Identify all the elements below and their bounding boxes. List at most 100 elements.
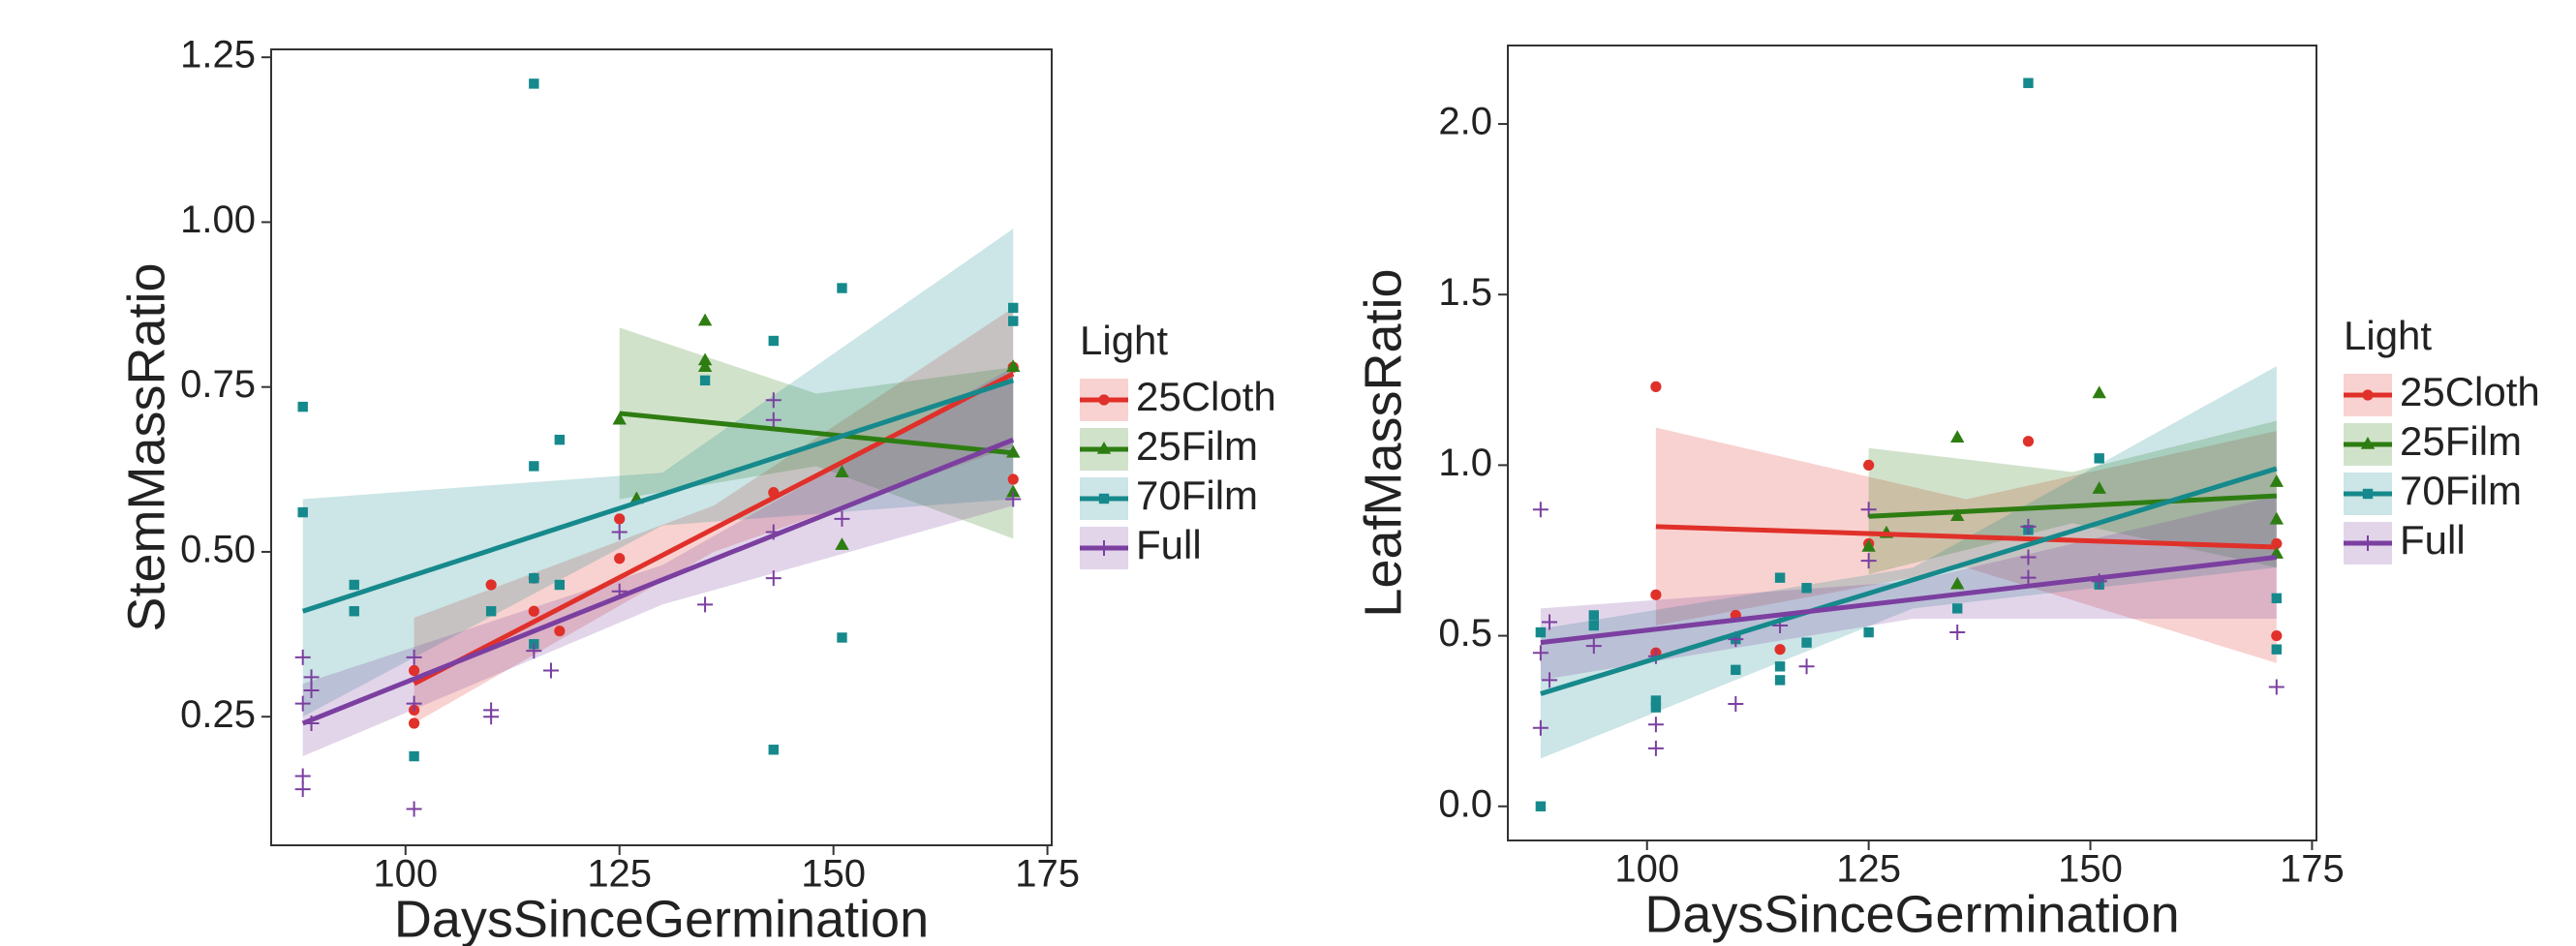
point [2271,593,2282,604]
point [1861,538,1876,552]
point [554,626,566,637]
point [697,313,713,326]
y-tick-label: 1.0 [1438,442,1492,484]
point [1774,644,1786,656]
point [406,649,422,665]
legend-marker [2360,535,2376,551]
plot-area [294,78,1022,817]
point [1731,664,1741,676]
fit-line [301,437,1015,726]
legend-label: Full [2400,517,2466,563]
point [1650,702,1662,713]
panel: 0.0 0.5 1.0 1.5 2.0 100 125 150 175 DaysSinceGerm… [1354,45,2540,943]
confidence-band [302,229,1014,717]
legend-marker [2362,389,2374,401]
point [697,596,714,613]
point [2022,436,2035,447]
point [303,669,320,686]
point [294,781,311,798]
point [294,768,311,784]
point [1535,626,1547,638]
point [1949,430,1965,443]
x-tick-label: 150 [801,853,866,896]
point [1951,603,1963,614]
point [1860,553,1877,569]
point [408,664,420,677]
point [1801,637,1812,648]
point [554,434,566,445]
point [529,572,539,584]
x-tick-label: 100 [373,853,438,896]
point [1801,583,1812,594]
fit-line [413,371,1015,687]
point [529,461,539,472]
point [1774,675,1786,686]
legend-marker [1096,540,1112,556]
point [1774,661,1786,672]
point [1532,719,1549,736]
legend-title: Light [2344,313,2432,358]
point [1647,717,1664,733]
point [2020,518,2037,534]
point [2268,679,2285,695]
point [834,510,850,527]
legend-label: Full [1136,522,1202,567]
point [1005,491,1022,507]
point [699,375,711,386]
point [1008,302,1019,314]
fit-line [1868,493,2277,519]
point [485,579,497,591]
point [1647,740,1664,756]
fit-line [619,411,1014,456]
point [2094,453,2104,464]
point [1798,658,1815,675]
point [2271,629,2283,642]
point [697,352,713,366]
point [614,513,626,525]
point [294,695,311,712]
point [612,412,627,425]
legend-label: 70Film [2400,468,2522,513]
y-axis-title: StemMassRatio [117,262,175,631]
x-tick-label: 175 [2280,848,2345,891]
fit-line [1540,555,2278,646]
y-tick-label: 0.25 [180,693,256,736]
y-tick-label: 1.25 [180,34,256,76]
point [529,78,539,89]
y-tick-label: 2.0 [1438,101,1492,143]
panel-border [1507,45,2317,841]
point [1863,459,1875,472]
point [835,537,849,550]
point [1585,638,1602,655]
point [768,335,779,347]
point [697,359,713,373]
fit-line [1655,524,2277,550]
point [303,682,320,698]
legend-label: 25Film [1136,423,1258,469]
point [2023,77,2034,88]
confidence-band [1540,366,2277,759]
point [2269,511,2284,525]
plot-area [1532,77,2285,811]
point [765,570,782,587]
panel: 0.25 0.50 0.75 1.00 1.25 100 125 150 175 DaysSinc… [117,34,1276,946]
point [1949,508,1965,522]
point [1542,672,1558,688]
point [349,579,359,591]
point [611,524,628,540]
x-tick-label: 175 [1015,853,1080,896]
point [2020,549,2037,565]
point [294,649,311,665]
legend-title: Light [1080,318,1168,363]
point [2269,474,2284,487]
point [1006,484,1021,498]
legend-label: 25Cloth [2400,369,2540,414]
fit-line [301,378,1015,614]
point [1588,620,1600,631]
point [837,283,847,293]
point [1774,572,1786,583]
point [2020,569,2037,586]
point [1863,626,1874,638]
legend-label: 70Film [1136,473,1258,518]
